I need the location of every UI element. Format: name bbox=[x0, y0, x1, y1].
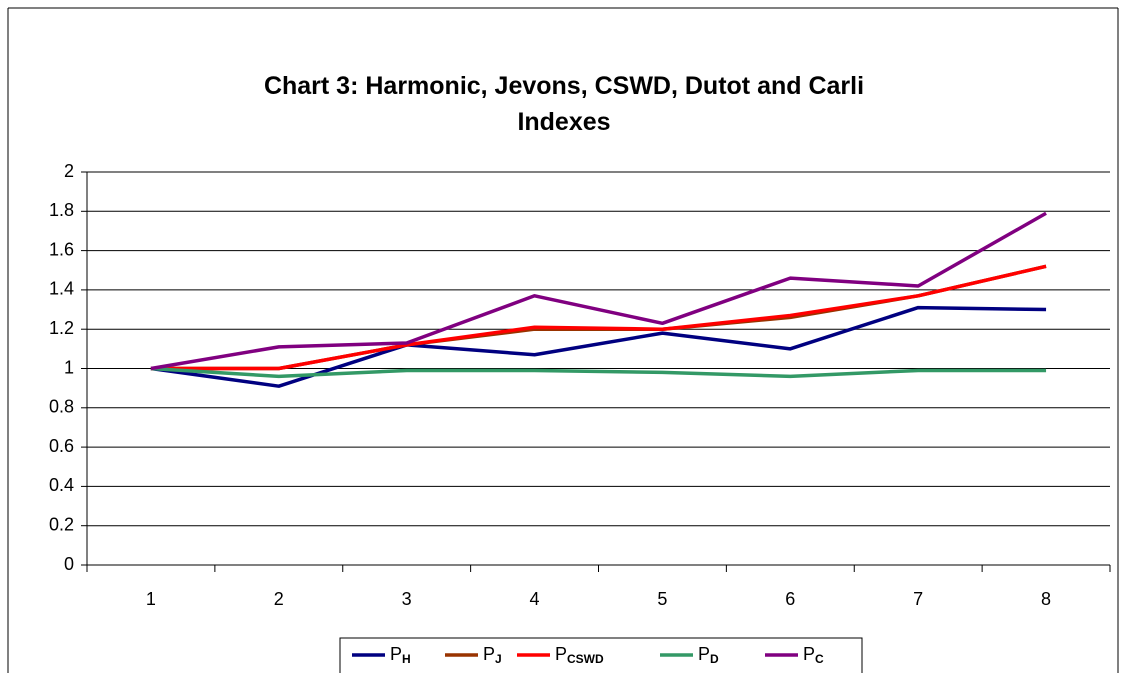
legend-label: PH bbox=[390, 644, 411, 666]
y-tick-label: 0.6 bbox=[49, 436, 74, 456]
legend-label: PC bbox=[803, 644, 824, 666]
y-tick-label: 0.8 bbox=[49, 397, 74, 417]
series-line bbox=[150, 366, 1047, 379]
x-tick-label: 8 bbox=[1041, 589, 1051, 609]
x-tick-label: 6 bbox=[785, 589, 795, 609]
x-tick-label: 7 bbox=[913, 589, 923, 609]
y-tick-label: 2 bbox=[64, 161, 74, 181]
y-tick-label: 1.4 bbox=[49, 279, 74, 299]
y-tick-label: 1 bbox=[64, 357, 74, 377]
legend-label: PCSWD bbox=[555, 644, 604, 666]
x-tick-label: 2 bbox=[274, 589, 284, 609]
x-tick-label: 1 bbox=[146, 589, 156, 609]
series-line bbox=[150, 211, 1047, 371]
x-tick-label: 5 bbox=[657, 589, 667, 609]
y-tick-label: 0.4 bbox=[49, 475, 74, 495]
y-tick-label: 1.2 bbox=[49, 318, 74, 338]
y-tick-label: 0.2 bbox=[49, 514, 74, 534]
y-tick-label: 1.8 bbox=[49, 200, 74, 220]
y-tick-label: 1.6 bbox=[49, 239, 74, 259]
series-line bbox=[150, 305, 1047, 388]
series-line bbox=[150, 264, 1047, 371]
legend-label: PD bbox=[698, 644, 719, 666]
legend-label: PJ bbox=[483, 644, 502, 666]
series-line bbox=[150, 264, 1047, 371]
x-tick-label: 4 bbox=[530, 589, 540, 609]
y-tick-label: 0 bbox=[64, 554, 74, 574]
x-tick-label: 3 bbox=[402, 589, 412, 609]
chart-title: Chart 3: Harmonic, Jevons, CSWD, Dutot a… bbox=[263, 72, 865, 136]
